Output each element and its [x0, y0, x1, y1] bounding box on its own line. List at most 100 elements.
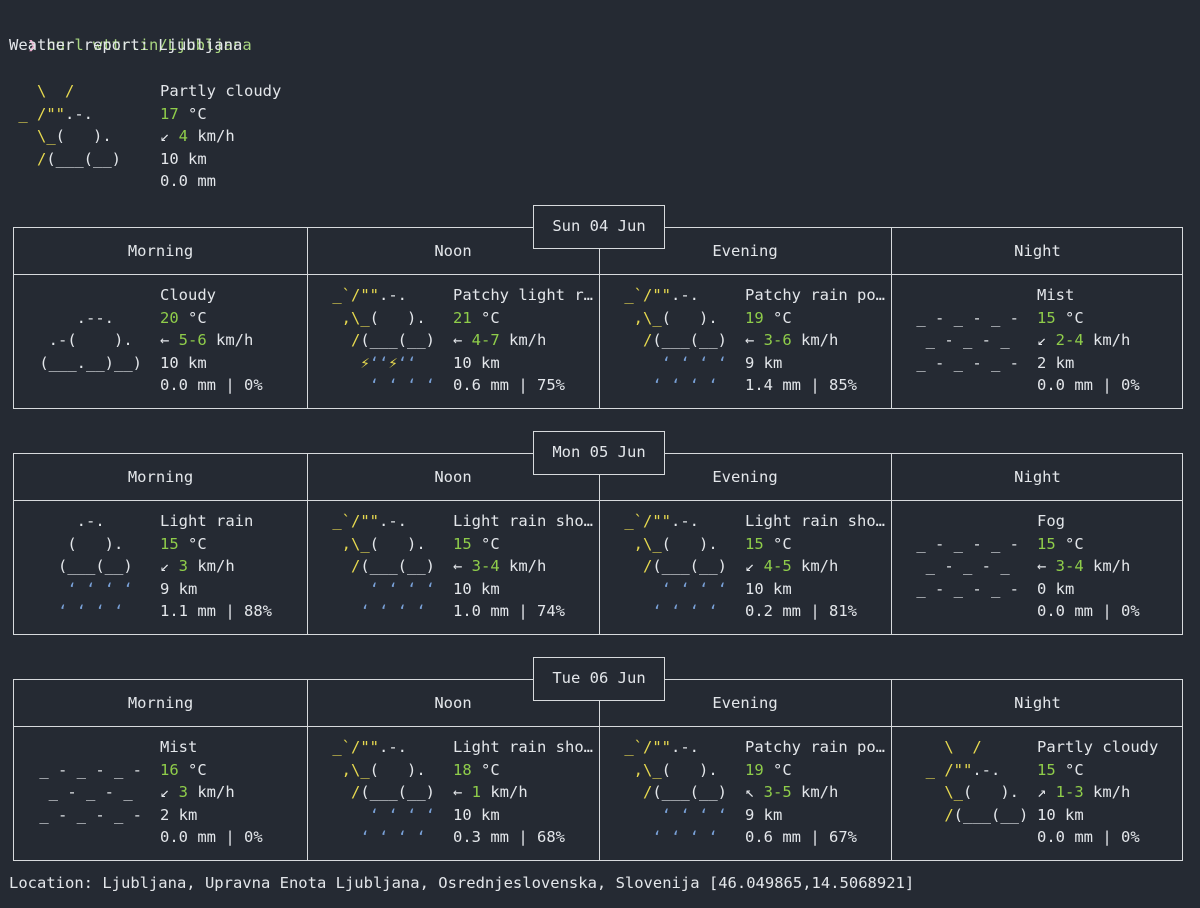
day-header-row [14, 454, 1182, 501]
art-line: _ - _ - _ [907, 329, 1028, 352]
wind: ↙ 4-5 km/h [745, 555, 885, 578]
art-line [30, 736, 151, 759]
art-segment: _ - _ - _ - [30, 805, 152, 824]
art-segment: ‘ ‘ ‘ ‘ [323, 602, 426, 621]
weather-info-noon: Light rain sho… 18 °C ← 1 km/h 10 km 0.3 mm … [453, 736, 593, 849]
art-line: _`/"".-. [615, 736, 727, 759]
temperature-value: 18 [453, 760, 472, 779]
art-segment: ,\_ [323, 534, 370, 553]
temperature-unit: °C [471, 760, 500, 779]
art-segment: ‘‘ [397, 353, 417, 372]
temperature-unit: °C [178, 534, 207, 553]
location-line: Location: Ljubljana, Upravna Enota Ljubl… [9, 874, 915, 892]
art-segment: (___(__) [360, 331, 435, 350]
weather-info-night: Partly cloudy 15 °C ↗ 1-3 km/h 10 km 0.0 mm … [1037, 736, 1158, 849]
art-segment: .-. [379, 286, 426, 304]
precipitation: 0.6 mm | 75% [453, 376, 565, 395]
art-line: \ / [907, 736, 1028, 759]
art-segment [30, 286, 142, 304]
art-segment: _ /"" [907, 760, 973, 779]
temperature-value: 19 [745, 760, 764, 779]
art-segment: ‘ ‘ ‘ ‘ [323, 805, 435, 824]
art-segment [907, 376, 1019, 394]
art-line: _ - _ - _ - [907, 533, 1028, 556]
art-segment: ‘ ‘ ‘ ‘ [323, 376, 435, 395]
art-line [30, 284, 142, 307]
art-segment: / [615, 557, 653, 576]
weather-info-morning: Light rain 15 °C ↙ 3 km/h 9 km 1.1 mm | 88% [160, 510, 272, 623]
condition-text: Mist [1037, 286, 1075, 304]
wind-unit: km/h [791, 783, 839, 802]
art-line: _ - _ - _ - [907, 307, 1028, 330]
art-segment: / [323, 331, 361, 350]
art-segment: ‘ ‘ ‘ ‘ [30, 602, 142, 621]
column-divider [891, 228, 892, 408]
art-segment: _`/"" [323, 286, 379, 304]
art-segment [9, 172, 121, 190]
art-segment: ,\_ [323, 760, 370, 779]
temperature: 19 °C [745, 307, 885, 330]
art-segment: _`/"" [615, 512, 671, 530]
wind: ← 1 km/h [453, 781, 593, 804]
art-line: _ - _ - _ - [30, 759, 151, 782]
art-segment: _ - _ - _ - [907, 579, 1029, 598]
art-line [30, 826, 151, 849]
art-line: ‘ ‘ ‘ ‘ [615, 352, 727, 375]
weather-info-evening: Patchy rain po… 19 °C ↖ 3-5 km/h 9 km 0.6 mm… [745, 736, 885, 849]
art-segment: _`/"" [323, 512, 379, 530]
wind-unit: km/h [188, 557, 235, 576]
art-segment: ( ). [661, 760, 727, 779]
visibility: 0 km [1037, 579, 1075, 598]
art-line: _ /"".-. [9, 103, 130, 126]
date-label: Mon 05 Jun [533, 431, 665, 475]
wind-arrow-icon: ← [1037, 557, 1056, 576]
wind-arrow-icon: ↖ [745, 783, 764, 802]
command-line: ❯ curl wttr.in/Ljubljana [9, 11, 252, 56]
temperature: 15 °C [453, 533, 593, 556]
art-segment: _ /"" [9, 104, 65, 123]
art-segment [30, 376, 142, 394]
command-text: curl wttr.in/Ljubljana [46, 35, 252, 54]
art-segment: / [323, 783, 361, 802]
art-segment: ‘ ‘ ‘ ‘ [615, 828, 718, 847]
temperature-unit: °C [763, 534, 792, 553]
art-segment: ( ). [30, 534, 142, 553]
art-line: ‘ ‘ ‘ ‘ [323, 804, 435, 827]
period-header-noon: Noon [434, 694, 472, 712]
art-line: \_( ). [9, 125, 130, 148]
art-segment: ,\_ [615, 760, 662, 779]
column-divider [307, 680, 308, 860]
wind: ↙ 4 km/h [160, 125, 281, 148]
art-segment: ‘ ‘ ‘ ‘ [615, 602, 718, 621]
art-line [907, 510, 1028, 533]
period-header-noon: Noon [434, 242, 472, 260]
art-line: ‘ ‘ ‘ ‘ [323, 826, 435, 849]
art-line: /(___(__) [615, 329, 727, 352]
art-segment: / [615, 331, 653, 350]
precipitation: 0.0 mm | 0% [1037, 828, 1140, 847]
art-segment: ( ). [661, 534, 727, 553]
column-divider [307, 454, 308, 634]
weather-art-night: \ / _ /"".-. \_( ). /(___(__) [907, 736, 1029, 849]
art-line [30, 374, 142, 397]
art-segment: ( ). [369, 534, 435, 553]
art-segment: _ - _ - _ - [907, 534, 1029, 553]
wind-value: 3-6 [763, 331, 792, 350]
wind: ← 3-4 km/h [453, 555, 593, 578]
wind-arrow-icon: ↙ [160, 127, 179, 146]
temperature: 15 °C [745, 533, 885, 556]
temperature-value: 16 [160, 760, 179, 779]
temperature-unit: °C [178, 760, 207, 779]
temperature-value: 15 [160, 534, 179, 553]
period-header-night: Night [1014, 694, 1061, 712]
temperature-unit: °C [1055, 760, 1084, 779]
art-line: .-( ). [30, 329, 142, 352]
day-table: Morning .-. ( ). (___(__) ‘ ‘ ‘ ‘ ‘ ‘ ‘ … [13, 431, 1183, 635]
art-segment [30, 738, 142, 756]
visibility: 9 km [745, 353, 783, 372]
art-line: _`/"".-. [615, 284, 727, 307]
temperature: 15 °C [1037, 533, 1140, 556]
wind-unit: km/h [1083, 557, 1131, 576]
art-line: /(___(__) [323, 329, 435, 352]
art-line: ,\_( ). [615, 307, 727, 330]
